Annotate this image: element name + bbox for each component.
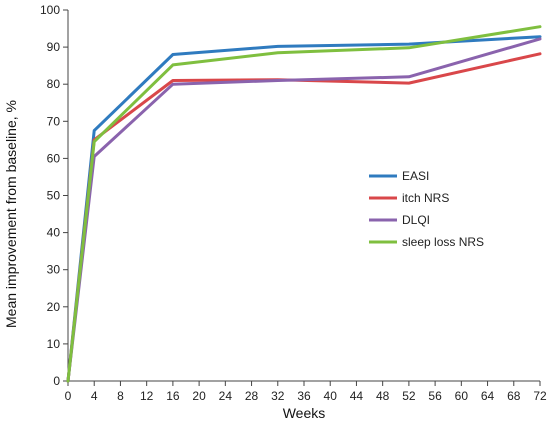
y-tick-label: 10 <box>47 337 61 351</box>
legend-label-dlqi: DLQI <box>402 213 430 227</box>
x-tick-label: 72 <box>533 389 547 403</box>
legend-label-sleep-loss-nrs: sleep loss NRS <box>402 235 484 249</box>
x-tick-label: 20 <box>192 389 206 403</box>
y-tick-label: 80 <box>47 77 61 91</box>
x-tick-label: 48 <box>376 389 390 403</box>
x-axis-title: Weeks <box>283 405 326 421</box>
x-tick-label: 60 <box>455 389 469 403</box>
y-tick-label: 70 <box>47 114 61 128</box>
x-tick-label: 12 <box>140 389 154 403</box>
y-axis-title: Mean improvement from baseline, % <box>3 100 19 328</box>
x-tick-label: 28 <box>245 389 259 403</box>
series-line-itch-nrs <box>66 52 542 383</box>
x-tick-label: 68 <box>507 389 521 403</box>
x-tick-label: 56 <box>428 389 442 403</box>
x-tick-label: 16 <box>166 389 180 403</box>
x-tick-label: 0 <box>65 389 72 403</box>
x-tick-label: 40 <box>324 389 338 403</box>
series-line-easi <box>66 35 542 383</box>
legend-label-easi: EASI <box>402 169 429 183</box>
x-tick-label: 32 <box>271 389 285 403</box>
x-tick-label: 44 <box>350 389 364 403</box>
x-tick-label: 36 <box>297 389 311 403</box>
y-tick-label: 100 <box>40 3 60 17</box>
y-tick-label: 50 <box>47 189 61 203</box>
y-tick-label: 60 <box>47 151 61 165</box>
x-tick-label: 24 <box>219 389 233 403</box>
y-tick-label: 30 <box>47 263 61 277</box>
legend-label-itch-nrs: itch NRS <box>402 191 449 205</box>
x-tick-label: 4 <box>91 389 98 403</box>
x-tick-label: 64 <box>481 389 495 403</box>
y-tick-label: 0 <box>53 374 60 388</box>
y-tick-label: 40 <box>47 226 61 240</box>
series-line-dlqi <box>66 37 542 383</box>
series-line-sleep-loss-nrs <box>66 25 542 383</box>
x-tick-label: 8 <box>117 389 124 403</box>
y-tick-label: 90 <box>47 40 61 54</box>
y-tick-label: 20 <box>47 300 61 314</box>
x-tick-label: 52 <box>402 389 416 403</box>
